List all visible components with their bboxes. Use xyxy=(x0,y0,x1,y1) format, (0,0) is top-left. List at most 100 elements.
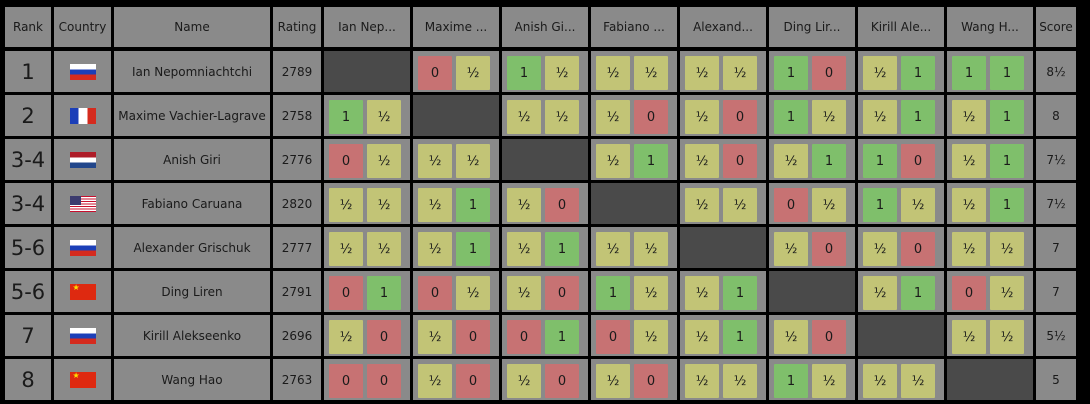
game-result: ½ xyxy=(545,56,579,90)
self-pairing-cell xyxy=(502,139,588,180)
game-result: 1 xyxy=(863,144,897,178)
game-result: 0 xyxy=(507,320,541,354)
game-result: ½ xyxy=(367,232,401,266)
game-result: 0 xyxy=(596,320,630,354)
game-result: ½ xyxy=(507,232,541,266)
player-name: Alexander Grischuk xyxy=(133,240,251,255)
rank-value: 3-4 xyxy=(10,191,46,216)
game-result: 1 xyxy=(723,276,757,310)
header-opponent-label: Kirill Ale... xyxy=(870,20,932,34)
rating-value: 2777 xyxy=(281,240,313,255)
game-result: ½ xyxy=(596,56,630,90)
game-result: 0 xyxy=(329,144,363,178)
header-rank-label: Rank xyxy=(13,20,43,34)
game-result: 1 xyxy=(367,276,401,310)
header-opponent: Alexand... xyxy=(680,7,766,47)
header-opponent: Anish Gi... xyxy=(502,7,588,47)
game-result: ½ xyxy=(507,100,541,134)
score-value: 5½ xyxy=(1046,328,1066,343)
game-result: ½ xyxy=(634,56,668,90)
rating-cell: 2696 xyxy=(273,315,321,356)
game-result: 1 xyxy=(901,56,935,90)
game-result: ½ xyxy=(418,320,452,354)
game-result: ½ xyxy=(685,56,719,90)
game-result: ½ xyxy=(418,364,452,398)
game-result: ½ xyxy=(723,56,757,90)
player-name-cell: Anish Giri xyxy=(114,139,270,180)
game-result: 1 xyxy=(456,232,490,266)
game-result: ½ xyxy=(774,232,808,266)
rank-value: 5-6 xyxy=(10,279,46,304)
china-flag-star: ★ xyxy=(72,371,80,380)
game-result: ½ xyxy=(418,144,452,178)
self-pairing-cell xyxy=(324,51,410,92)
header-opponent: Ding Lir... xyxy=(769,7,855,47)
game-result: ½ xyxy=(685,320,719,354)
game-result: 0 xyxy=(456,320,490,354)
score-value: 7½ xyxy=(1046,196,1066,211)
game-result: 1 xyxy=(507,56,541,90)
game-result: ½ xyxy=(507,188,541,222)
player-name-cell: Maxime Vachier-Lagrave xyxy=(114,95,270,136)
game-result: ½ xyxy=(863,100,897,134)
game-result: ½ xyxy=(329,320,363,354)
score-value: 7 xyxy=(1052,284,1060,299)
rank-value: 8 xyxy=(21,367,35,392)
header-opponent-label: Maxime ... xyxy=(424,20,488,34)
game-result: 0 xyxy=(418,56,452,90)
game-result: ½ xyxy=(418,232,452,266)
game-result: 1 xyxy=(952,56,986,90)
game-result: 0 xyxy=(545,188,579,222)
game-result: 1 xyxy=(774,100,808,134)
rank-cell: 1 xyxy=(5,51,51,92)
score-value: 8 xyxy=(1052,108,1060,123)
header-opponent-label: Wang H... xyxy=(961,20,1019,34)
player-name-cell: Ding Liren xyxy=(114,271,270,312)
rating-value: 2791 xyxy=(281,284,313,299)
game-result: 1 xyxy=(774,56,808,90)
game-result: ½ xyxy=(634,232,668,266)
game-result: 1 xyxy=(545,320,579,354)
score-value: 5 xyxy=(1052,372,1060,387)
player-name: Ian Nepomniachtchi xyxy=(131,64,253,79)
rating-value: 2696 xyxy=(281,328,313,343)
game-result: 0 xyxy=(329,276,363,310)
game-result: ½ xyxy=(685,276,719,310)
russia-flag xyxy=(69,63,96,80)
score-cell: 8 xyxy=(1036,95,1076,136)
game-result: 1 xyxy=(901,276,935,310)
game-result: ½ xyxy=(456,276,490,310)
rank-cell: 2 xyxy=(5,95,51,136)
game-result: ½ xyxy=(952,188,986,222)
rating-value: 2763 xyxy=(281,372,313,387)
usa-flag-canton xyxy=(69,195,81,205)
rank-cell: 5-6 xyxy=(5,227,51,268)
score-cell: 7 xyxy=(1036,227,1076,268)
rating-cell: 2758 xyxy=(273,95,321,136)
game-result: ½ xyxy=(952,232,986,266)
score-cell: 5½ xyxy=(1036,315,1076,356)
game-result: ½ xyxy=(507,276,541,310)
game-result: ½ xyxy=(685,364,719,398)
player-name: Anish Giri xyxy=(163,152,221,167)
france-flag xyxy=(69,107,96,124)
